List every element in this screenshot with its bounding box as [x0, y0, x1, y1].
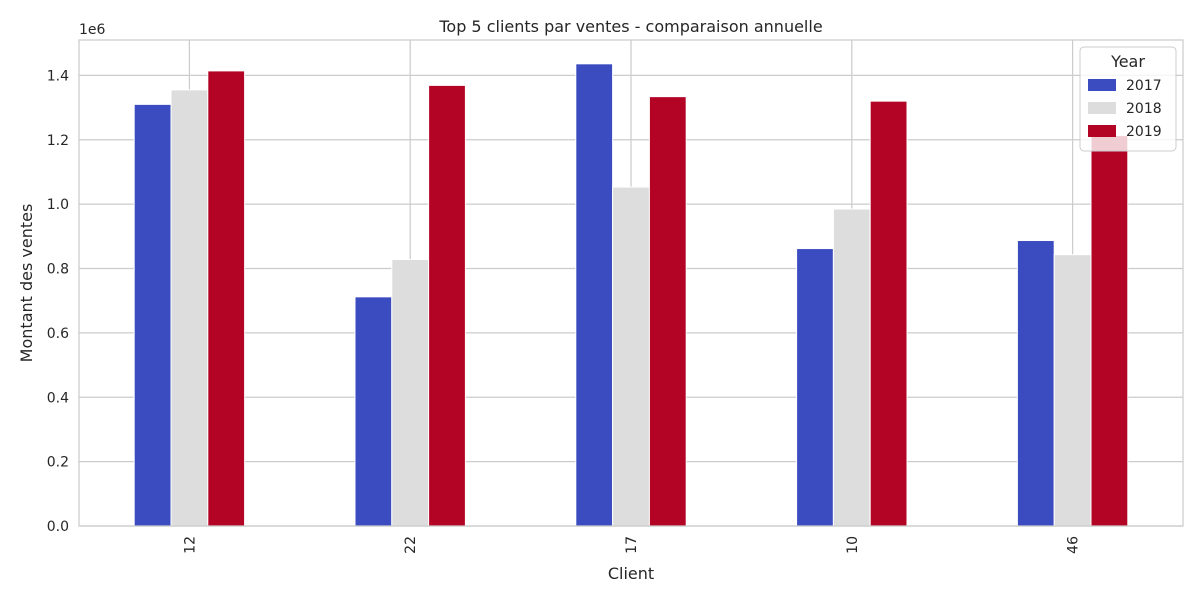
bar-2017-client-46	[1016, 240, 1055, 527]
y-tick-label: 0.2	[47, 455, 69, 471]
legend-swatch-2018	[1088, 102, 1116, 114]
x-tick-label: 17	[624, 536, 640, 554]
legend-label-2018: 2018	[1126, 101, 1162, 117]
legend-label-2019: 2019	[1126, 124, 1162, 140]
y-tick-label: 1.4	[47, 68, 69, 84]
bar-2018-client-17	[612, 186, 650, 527]
y-tick-label: 1.0	[47, 197, 69, 213]
y-tick-labels: 0.0 0.2 0.4 0.6 0.8 1.0 1.2 1.4	[47, 68, 69, 535]
bar-2017-client-17	[575, 63, 614, 527]
x-tick-label: 46	[1066, 536, 1082, 554]
bar-2017-client-22	[354, 296, 393, 527]
bar-2017-client-10	[796, 248, 834, 527]
plot-frame	[78, 39, 1184, 527]
bars-group	[133, 63, 1129, 527]
bar-2019-client-17	[648, 96, 687, 527]
x-tick-labels: 12 22 17 10 46	[182, 536, 1081, 554]
bar-2018-client-22	[391, 259, 430, 527]
y-tick-label: 0.6	[47, 326, 69, 342]
y-tick-label: 1.2	[47, 133, 69, 149]
y-tick-label: 0.8	[47, 262, 69, 278]
y-tick-label: 0.0	[47, 519, 69, 535]
legend-swatch-2017	[1088, 79, 1116, 91]
x-tick-label: 12	[182, 536, 198, 554]
bar-2017-client-12	[133, 103, 172, 527]
bar-2018-client-12	[170, 89, 209, 527]
legend: Year 2017 2018 2019	[1079, 46, 1177, 152]
bar-2019-client-10	[869, 100, 908, 527]
chart-title: Top 5 clients par ventes - comparaison a…	[438, 17, 822, 36]
y-tick-label: 0.4	[47, 390, 69, 406]
x-tick-label: 22	[403, 536, 419, 554]
bar-2018-client-10	[832, 208, 871, 527]
bar-2019-client-22	[428, 84, 466, 527]
y-axis-title: Montant des ventes	[17, 204, 36, 363]
bar-2019-client-46	[1090, 135, 1129, 527]
legend-swatch-2019	[1088, 125, 1116, 137]
x-tick-label: 10	[845, 536, 861, 554]
legend-title: Year	[1110, 52, 1145, 71]
bar-2019-client-12	[207, 70, 246, 527]
x-axis-title: Client	[608, 564, 654, 583]
bar-2018-client-46	[1053, 254, 1092, 527]
legend-label-2017: 2017	[1126, 78, 1162, 94]
legend-items: 2017 2018 2019	[1088, 78, 1162, 140]
y-offset-label: 1e6	[79, 22, 106, 38]
